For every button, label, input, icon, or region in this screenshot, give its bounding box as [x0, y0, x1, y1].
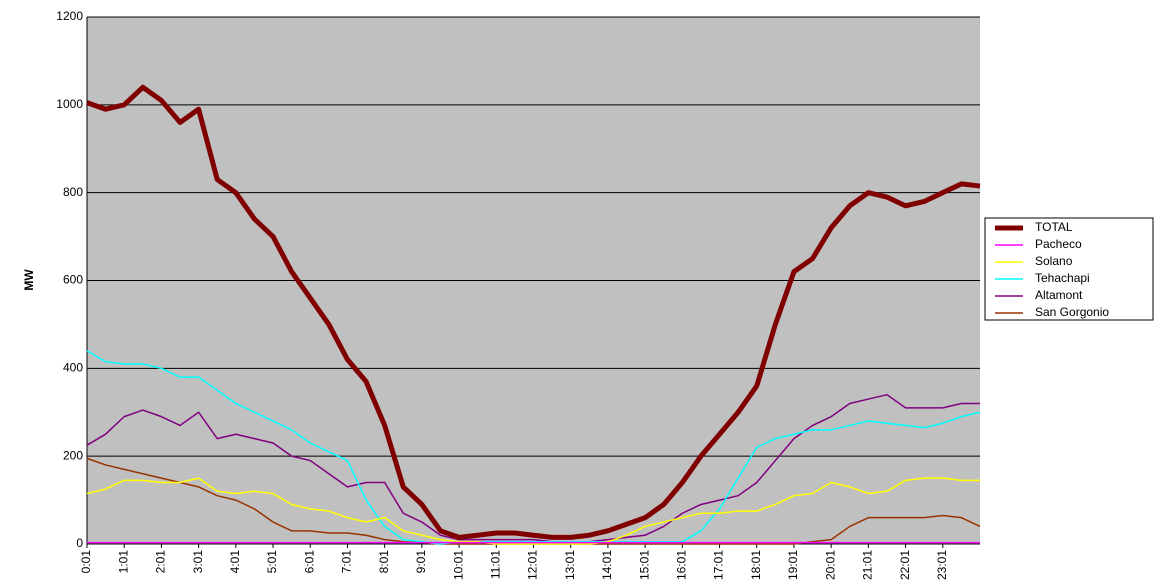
x-tick-label: 8:01 [377, 550, 391, 574]
legend-label: Pacheco [1035, 237, 1082, 251]
x-tick-label: 22:01 [898, 550, 912, 580]
series-line [86, 84, 981, 540]
x-tick-label: 19:01 [786, 550, 800, 580]
x-tick-label: 13:01 [563, 550, 577, 580]
y-axis-label: MW [22, 269, 36, 291]
x-tick-label: 18:01 [749, 550, 763, 580]
y-tick-label: 400 [63, 361, 83, 375]
legend-box [984, 217, 1154, 321]
x-tick-label: 20:01 [823, 550, 837, 580]
x-tick-label: 7:01 [340, 550, 354, 574]
legend-label: TOTAL [1035, 220, 1073, 234]
x-tick-label: 1:01 [116, 550, 130, 574]
x-tick-label: 17:01 [712, 550, 726, 580]
y-tick-label: 0 [76, 536, 83, 550]
y-tick-label: 1000 [56, 97, 83, 111]
x-tick-label: 23:01 [935, 550, 949, 580]
y-tick-label: 800 [63, 185, 83, 199]
x-tick-label: 10:01 [451, 550, 465, 580]
series-line [86, 350, 981, 545]
x-tick-label: 16:01 [675, 550, 689, 580]
y-tick-label: 200 [63, 448, 83, 462]
x-tick-label: 6:01 [302, 550, 316, 574]
x-tick-label: 3:01 [191, 550, 205, 574]
legend-label: San Gorgonio [1035, 305, 1109, 319]
legend-label: Tehachapi [1035, 271, 1090, 285]
x-tick-label: 9:01 [414, 550, 428, 574]
x-tick-label: 15:01 [637, 550, 651, 580]
legend-label: Solano [1035, 254, 1073, 268]
series-line [86, 477, 980, 545]
y-tick-label: 600 [63, 273, 83, 287]
x-tick-label: 5:01 [265, 550, 279, 574]
x-tick-label: 21:01 [861, 550, 875, 580]
x-tick-label: 0:01 [79, 550, 93, 574]
x-tick-label: 4:01 [228, 550, 242, 574]
series-line [86, 393, 980, 543]
y-tick-label: 1200 [56, 9, 83, 23]
legend-label: Altamont [1035, 288, 1083, 302]
x-tick-label: 11:01 [488, 550, 502, 579]
x-tick-label: 12:01 [526, 550, 540, 580]
x-tick-label: 14:01 [600, 550, 614, 580]
x-tick-label: 2:01 [154, 550, 168, 574]
